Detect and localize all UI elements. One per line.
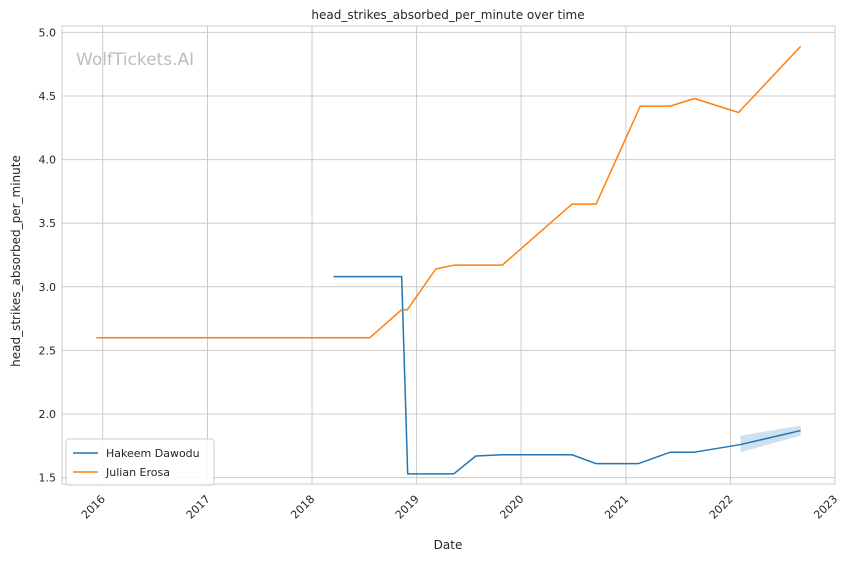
grid: [62, 26, 836, 484]
y-tick-label: 1.5: [39, 472, 57, 485]
y-tick-label: 2.0: [39, 408, 57, 421]
plot-area-frame: [61, 25, 836, 485]
x-axis-label: Date: [434, 538, 463, 552]
y-tick-label: 2.5: [39, 344, 57, 357]
y-tick-label: 4.5: [39, 90, 57, 103]
legend: Hakeem Dawodu Julian Erosa: [65, 438, 215, 486]
series-lines: [96, 45, 802, 475]
y-tick-label: 3.5: [39, 217, 57, 230]
y-axis-label: head_strikes_absorbed_per_minute: [9, 155, 23, 367]
legend-label-julian-erosa: Julian Erosa: [105, 466, 170, 479]
series-line-julian-erosa: [96, 45, 802, 339]
watermark: WolfTickets.AI: [76, 50, 194, 70]
series-line-hakeem-dawodu: [333, 275, 801, 475]
chart-title: head_strikes_absorbed_per_minute over ti…: [311, 8, 584, 22]
y-tick-label: 3.0: [39, 281, 57, 294]
y-tick-label: 4.0: [39, 154, 57, 167]
confidence-bands: [740, 425, 801, 453]
legend-box: [65, 438, 215, 486]
confidence-band-hakeem-dawodu: [740, 425, 801, 453]
legend-label-hakeem-dawodu: Hakeem Dawodu: [106, 447, 200, 460]
y-axis-ticks: 1.5 2.0 2.5 3.0 3.5 4.0 4.5 5.0: [39, 26, 57, 484]
y-tick-label: 5.0: [39, 26, 57, 39]
